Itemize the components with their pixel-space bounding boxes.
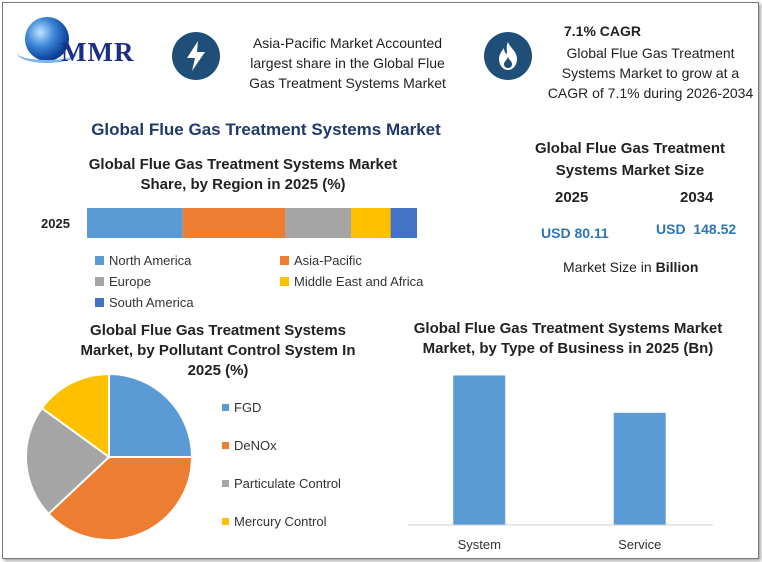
pie-legend-swatch <box>222 480 229 487</box>
market-size-title-line2: Systems Market Size <box>555 162 705 179</box>
pie-legend-swatch <box>222 442 229 449</box>
region-bar-segment-middle-east-and-africa <box>351 208 391 238</box>
market-size-title-line1: Global Flue Gas Treatment <box>534 140 726 157</box>
region-legend-label: Middle East and Africa <box>294 274 424 289</box>
asia-pacific-info: Asia-Pacific Market Accounted largest sh… <box>235 33 460 93</box>
lightning-icon <box>172 32 220 80</box>
business-chart-title-line2: Market, by Type of Business in 2025 (Bn) <box>422 340 714 357</box>
info2-line2: Systems Market to grow at a <box>561 65 740 81</box>
region-bar-segment-asia-pacific <box>182 208 285 238</box>
pie-legend-item-mercury-control: Mercury Control <box>222 514 326 529</box>
info2-line3: CAGR of 7.1% during 2026-2034 <box>547 85 754 101</box>
region-legend-swatch <box>280 256 289 265</box>
pie-legend-label: DeNOx <box>234 438 277 453</box>
region-bar-segment-south-america <box>390 208 417 238</box>
cagr-info: Global Flue Gas Treatment Systems Market… <box>543 43 758 103</box>
region-stacked-bar <box>87 208 417 238</box>
pie-legend-item-fgd: FGD <box>222 400 261 415</box>
market-size-note: Market Size in Billion <box>563 259 698 275</box>
market-year-2034: 2034 <box>680 189 714 206</box>
region-year-label: 2025 <box>41 216 70 231</box>
region-chart-title-line2: Share, by Region in 2025 (%) <box>140 176 346 193</box>
pollutant-chart-title-line3: 2025 (%) <box>187 362 249 379</box>
pie-legend-label: FGD <box>234 400 262 415</box>
business-column-chart: System Service <box>408 375 713 552</box>
info1-line2: largest share in the Global Flue <box>250 55 445 71</box>
brand-logo: MMR <box>61 37 135 67</box>
region-legend-label: Europe <box>109 274 151 289</box>
pollutant-chart-title: Global Flue Gas Treatment Systems Market… <box>63 321 373 381</box>
pie-legend-label: Mercury Control <box>234 514 327 529</box>
market-size-note-prefix: Market Size in <box>563 259 656 275</box>
region-legend-label: South America <box>109 295 194 310</box>
pie-legend-item-denox: DeNOx <box>222 438 277 453</box>
column-tick-label-system: System <box>458 537 501 552</box>
region-legend-swatch <box>95 256 104 265</box>
column-tick-label-service: Service <box>618 537 661 552</box>
region-legend-item-europe: Europe <box>95 274 151 289</box>
pie-slice-mercury-control <box>40 372 110 459</box>
main-title: Global Flue Gas Treatment Systems Market <box>91 120 441 139</box>
region-legend-label: Asia-Pacific <box>294 253 362 268</box>
info1-line1: Asia-Pacific Market Accounted <box>252 35 443 51</box>
column-bar-system <box>453 375 506 525</box>
pie-slice-particulate-control <box>25 406 111 516</box>
pie-legend-label: Particulate Control <box>234 476 341 491</box>
region-legend-item-south-america: South America <box>95 295 194 310</box>
cagr-title: 7.1% CAGR <box>564 23 642 39</box>
region-bar-segment-europe <box>285 208 351 238</box>
pie-legend-swatch <box>222 404 229 411</box>
pollutant-chart-title-line2: Market, by Pollutant Control System In <box>80 342 356 359</box>
region-legend-swatch <box>95 277 104 286</box>
market-value-2025: USD 80.11 <box>541 225 609 241</box>
pie-slice-denox <box>47 456 194 541</box>
market-size-title: Global Flue Gas Treatment Systems Market… <box>515 138 745 182</box>
region-bar-segment-north-america <box>87 208 183 238</box>
market-value-2034: USD 148.52 <box>656 221 737 237</box>
column-bar-service <box>613 412 666 525</box>
info2-line1: Global Flue Gas Treatment <box>566 45 735 61</box>
pollutant-pie-chart <box>25 372 194 541</box>
region-chart-title-line1: Global Flue Gas Treatment Systems Market <box>88 156 398 173</box>
region-legend-swatch <box>95 298 104 307</box>
pollutant-chart-title-line1: Global Flue Gas Treatment Systems <box>90 322 346 339</box>
region-legend-item-north-america: North America <box>95 253 191 268</box>
market-size-note-unit: Billion <box>655 259 699 275</box>
region-chart-title: Global Flue Gas Treatment Systems Market… <box>63 155 423 195</box>
pie-legend-item-particulate-control: Particulate Control <box>222 476 341 491</box>
business-chart-title-line1: Global Flue Gas Treatment Systems Market <box>413 320 723 337</box>
region-legend-item-asia-pacific: Asia-Pacific <box>280 253 362 268</box>
region-legend-item-middle-east-and-africa: Middle East and Africa <box>280 274 423 289</box>
business-chart-title: Global Flue Gas Treatment Systems Market… <box>398 319 738 359</box>
pie-slice-fgd <box>108 372 194 458</box>
market-year-2025: 2025 <box>555 189 589 206</box>
info1-line3: Gas Treatment Systems Market <box>249 75 446 91</box>
flame-icon <box>484 32 532 80</box>
region-legend-swatch <box>280 277 289 286</box>
region-legend-label: North America <box>109 253 192 268</box>
pie-legend-swatch <box>222 518 229 525</box>
logo-swoosh-icon <box>17 43 77 63</box>
